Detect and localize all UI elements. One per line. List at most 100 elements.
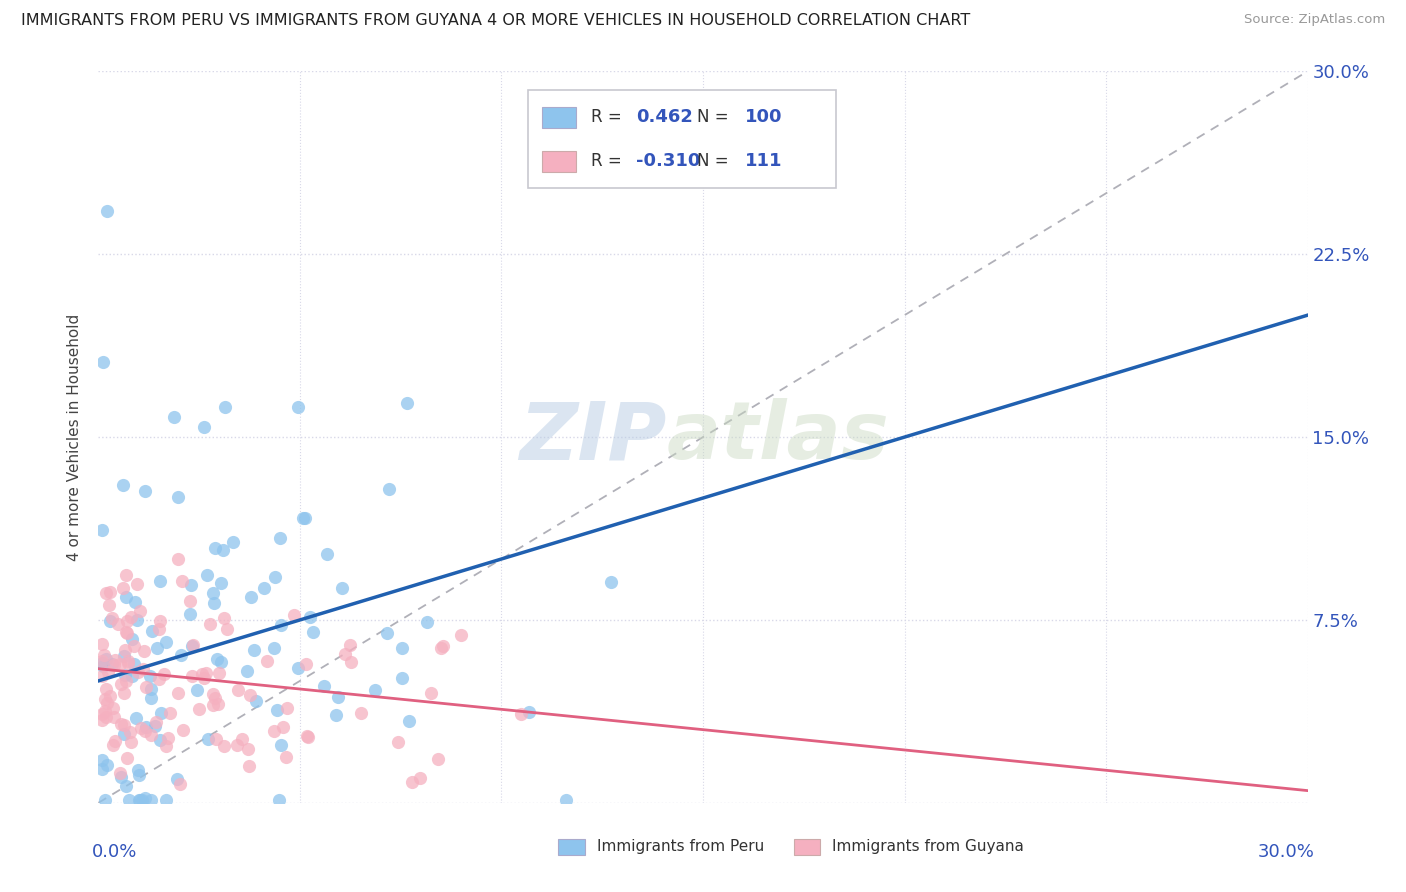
Point: [141, 691, 163, 706]
Y-axis label: 4 or more Vehicles in Household: 4 or more Vehicles in Household: [67, 313, 83, 561]
Point: [419, 686, 441, 700]
Point: [287, 661, 309, 675]
Point: [217, 622, 239, 636]
Point: [236, 742, 259, 756]
Point: [111, 477, 134, 491]
Point: [172, 723, 194, 738]
Point: [328, 690, 350, 704]
Point: [149, 614, 172, 628]
Point: [450, 627, 472, 641]
FancyBboxPatch shape: [543, 107, 576, 128]
Point: [409, 771, 432, 785]
Point: [94, 682, 117, 697]
Point: [112, 582, 135, 596]
Point: [226, 682, 249, 697]
Point: [315, 547, 337, 561]
Point: [269, 793, 291, 807]
Point: [207, 697, 229, 711]
Point: [312, 680, 335, 694]
Point: [325, 708, 347, 723]
Point: [148, 574, 170, 588]
Point: [93, 648, 115, 663]
Point: [240, 591, 263, 605]
Point: [112, 718, 135, 732]
Point: [91, 753, 114, 767]
Point: [128, 793, 150, 807]
Point: [170, 648, 193, 663]
Point: [231, 731, 253, 746]
Text: N =: N =: [697, 153, 734, 170]
Point: [270, 738, 292, 752]
Point: [225, 738, 247, 752]
Point: [212, 739, 235, 753]
Point: [148, 673, 170, 687]
Point: [291, 511, 314, 525]
Point: [340, 655, 363, 669]
Text: 0.0%: 0.0%: [91, 843, 136, 861]
Point: [134, 790, 156, 805]
Text: 111: 111: [745, 153, 783, 170]
Point: [212, 611, 235, 625]
Point: [169, 777, 191, 791]
Text: IMMIGRANTS FROM PERU VS IMMIGRANTS FROM GUYANA 4 OR MORE VEHICLES IN HOUSEHOLD C: IMMIGRANTS FROM PERU VS IMMIGRANTS FROM …: [21, 13, 970, 29]
Point: [429, 640, 451, 655]
Point: [157, 731, 180, 746]
FancyBboxPatch shape: [527, 90, 837, 188]
Point: [155, 793, 177, 807]
Point: [101, 657, 124, 672]
Point: [127, 577, 149, 591]
FancyBboxPatch shape: [543, 151, 576, 171]
Point: [120, 610, 142, 624]
Point: [103, 701, 125, 715]
Text: N =: N =: [697, 109, 734, 127]
Point: [139, 681, 162, 696]
Point: [214, 400, 236, 414]
Point: [98, 585, 121, 599]
Point: [245, 694, 267, 708]
Point: [600, 575, 623, 590]
Point: [108, 657, 131, 672]
Point: [114, 643, 136, 657]
Point: [114, 625, 136, 640]
Point: [263, 640, 285, 655]
Point: [391, 641, 413, 656]
Point: [122, 657, 145, 672]
Point: [91, 706, 114, 721]
Point: [97, 665, 120, 679]
Point: [127, 763, 149, 777]
Point: [112, 727, 135, 741]
Point: [96, 709, 118, 723]
Point: [170, 574, 193, 589]
Point: [91, 656, 114, 670]
Text: Immigrants from Peru: Immigrants from Peru: [596, 839, 763, 855]
Point: [107, 616, 129, 631]
Point: [118, 724, 141, 739]
Text: R =: R =: [591, 109, 627, 127]
Point: [145, 714, 167, 729]
Point: [263, 724, 285, 739]
Point: [132, 663, 155, 677]
Point: [204, 541, 226, 555]
Point: [110, 717, 132, 731]
Point: [270, 618, 292, 632]
Point: [114, 568, 136, 582]
Point: [127, 665, 149, 679]
Point: [115, 626, 138, 640]
Point: [108, 766, 131, 780]
Point: [197, 731, 219, 746]
Point: [91, 669, 114, 683]
Point: [239, 688, 262, 702]
Point: [104, 653, 127, 667]
Point: [128, 793, 150, 807]
Point: [159, 706, 181, 720]
Text: -0.310: -0.310: [637, 153, 700, 170]
Point: [427, 752, 450, 766]
Point: [143, 719, 166, 733]
Point: [127, 613, 149, 627]
Point: [333, 647, 356, 661]
Point: [186, 683, 208, 698]
Point: [271, 720, 294, 734]
Point: [112, 686, 135, 700]
Point: [131, 793, 153, 807]
Point: [208, 665, 231, 680]
